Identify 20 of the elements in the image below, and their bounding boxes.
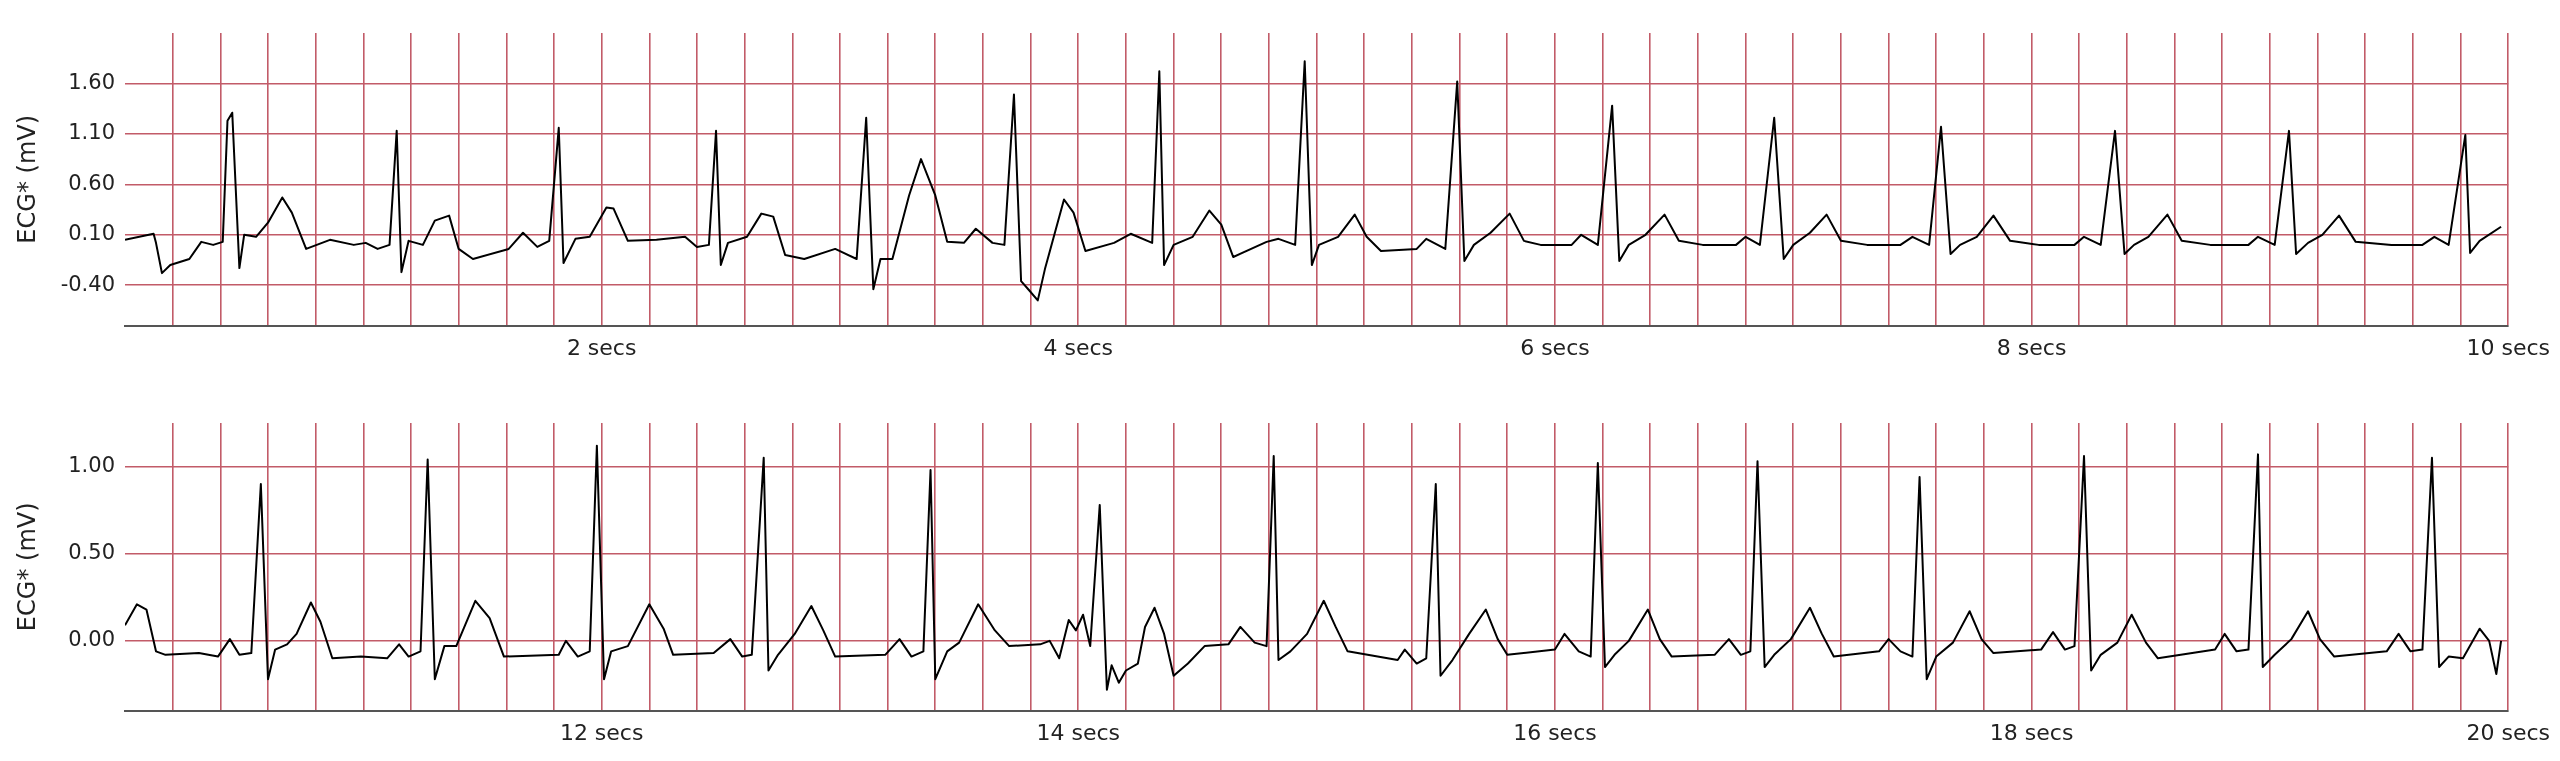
y-tick-label: 1.10 — [68, 120, 115, 145]
y-tick-label: 0.60 — [68, 170, 115, 195]
y-tick-label: 0.00 — [68, 627, 115, 652]
y-tick-label: 0.50 — [68, 540, 115, 565]
x-tick-label: 10 secs — [2466, 334, 2550, 360]
x-tick-label: 2 secs — [566, 334, 637, 360]
y-tick-label: 1.60 — [68, 69, 115, 94]
y-tick-label: 1.00 — [68, 453, 115, 478]
y-tick-label: -0.40 — [60, 271, 115, 296]
x-tick-label: 20 secs — [2466, 719, 2550, 745]
x-tick-label: 8 secs — [1996, 334, 2067, 360]
y-axis-title: ECG* (mV) — [12, 114, 41, 244]
x-tick-label: 16 secs — [1513, 719, 1597, 745]
x-tick-label: 18 secs — [1989, 719, 2074, 745]
y-tick-label: 0.10 — [68, 221, 115, 246]
x-tick-label: 6 secs — [1520, 334, 1590, 360]
y-axis-title: ECG* (mV) — [12, 502, 41, 632]
x-tick-label: 4 secs — [1043, 334, 1114, 360]
x-tick-label: 14 secs — [1036, 719, 1121, 745]
x-tick-label: 12 secs — [559, 719, 644, 745]
